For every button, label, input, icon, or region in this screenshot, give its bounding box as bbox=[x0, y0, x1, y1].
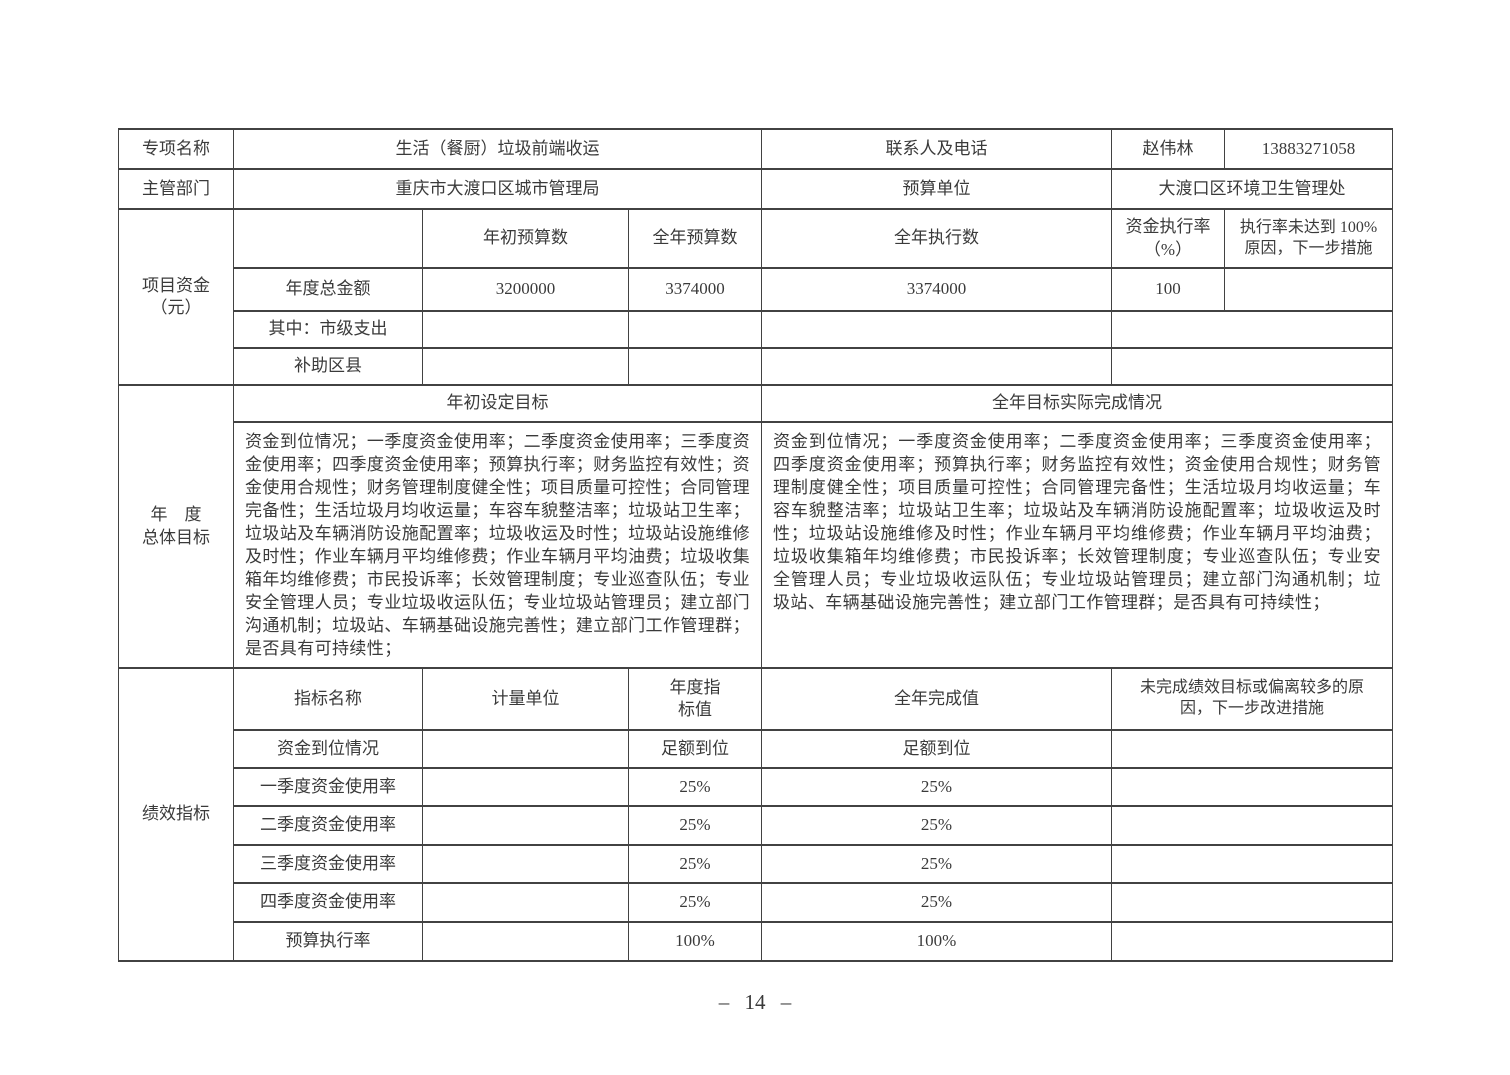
fund-initial bbox=[422, 310, 629, 349]
indicator-unit bbox=[422, 844, 629, 884]
indicator-name: 四季度资金使用率 bbox=[233, 882, 423, 923]
indicator-unit bbox=[422, 767, 629, 807]
fund-label: 补助区县 bbox=[233, 347, 423, 386]
row-funds-header: 项目资金 （元） 年初预算数 全年预算数 全年执行数 资金执行率 （%） 执行率… bbox=[118, 208, 1394, 386]
row-goals-text: 资金到位情况；一季度资金使用率；二季度资金使用率；三季度资金使用率；四季度资金使… bbox=[119, 421, 1394, 669]
indicator-unit bbox=[422, 805, 629, 846]
indicator-header-name: 指标名称 bbox=[233, 667, 423, 731]
indicator-row: 一季度资金使用率 25% 25% bbox=[119, 767, 1394, 807]
fund-annual bbox=[627, 347, 763, 386]
fund-row-total: 年度总金额 3200000 3374000 3374000 100 bbox=[119, 267, 1394, 312]
fund-initial: 3200000 bbox=[422, 267, 629, 312]
row-special-name: 专项名称 生活（餐厨）垃圾前端收运 联系人及电话 赵伟林 13883271058 bbox=[118, 128, 1394, 170]
goals-actual-header: 全年目标实际完成情况 bbox=[761, 384, 1394, 423]
goals-set-header: 年初设定目标 bbox=[232, 384, 763, 423]
indicator-completed: 足额到位 bbox=[761, 729, 1113, 769]
indicator-row: 预算执行率 100% 100% bbox=[119, 921, 1394, 962]
indicator-row: 三季度资金使用率 25% 25% bbox=[119, 844, 1394, 884]
fund-label: 年度总金额 bbox=[233, 267, 423, 312]
indicator-name: 资金到位情况 bbox=[233, 729, 423, 769]
contact-name: 赵伟林 bbox=[1111, 128, 1226, 170]
indicator-completed: 25% bbox=[761, 767, 1113, 807]
fund-annual: 3374000 bbox=[627, 267, 763, 312]
indicator-target: 足额到位 bbox=[627, 729, 763, 769]
indicator-target: 25% bbox=[627, 882, 763, 923]
fund-rate: 100 bbox=[1111, 267, 1226, 312]
fund-execution: 3374000 bbox=[761, 267, 1113, 312]
contact-label: 联系人及电话 bbox=[761, 128, 1113, 170]
goals-actual-text: 资金到位情况；一季度资金使用率；二季度资金使用率；三季度资金使用率；四季度资金使… bbox=[761, 421, 1394, 669]
indicator-header-unit: 计量单位 bbox=[422, 667, 629, 731]
indicator-reason bbox=[1111, 921, 1394, 962]
fund-label: 其中：市级支出 bbox=[233, 310, 423, 349]
indicator-row: 二季度资金使用率 25% 25% bbox=[119, 805, 1394, 846]
indicator-name: 二季度资金使用率 bbox=[233, 805, 423, 846]
indicator-row: 四季度资金使用率 25% 25% bbox=[119, 882, 1394, 923]
indicator-reason bbox=[1111, 729, 1394, 769]
fund-reason bbox=[1224, 267, 1394, 312]
indicator-completed: 100% bbox=[761, 921, 1113, 962]
funds-section-label: 项目资金 （元） bbox=[118, 208, 234, 386]
row-department: 主管部门 重庆市大渡口区城市管理局 预算单位 大渡口区环境卫生管理处 bbox=[118, 168, 1394, 210]
indicator-header-target: 年度指 标值 bbox=[627, 667, 763, 731]
indicators-section-label: 绩效指标 bbox=[118, 667, 234, 962]
indicator-completed: 25% bbox=[761, 882, 1113, 923]
indicator-name: 预算执行率 bbox=[233, 921, 423, 962]
special-name-value: 生活（餐厨）垃圾前端收运 bbox=[232, 128, 763, 170]
indicator-row: 资金到位情况 足额到位 足额到位 bbox=[119, 729, 1394, 769]
fund-execution bbox=[761, 310, 1113, 349]
fund-rate-reason bbox=[1111, 310, 1394, 349]
dept-label: 主管部门 bbox=[118, 168, 234, 210]
budget-unit-value: 大渡口区环境卫生管理处 bbox=[1111, 168, 1394, 210]
goals-set-text: 资金到位情况；一季度资金使用率；二季度资金使用率；三季度资金使用率；四季度资金使… bbox=[232, 421, 763, 669]
indicator-reason bbox=[1111, 844, 1394, 884]
contact-phone: 13883271058 bbox=[1224, 128, 1394, 170]
indicator-unit bbox=[422, 882, 629, 923]
fund-initial bbox=[422, 347, 629, 386]
indicator-completed: 25% bbox=[761, 805, 1113, 846]
indicator-header-reason: 未完成绩效目标或偏离较多的原 因，下一步改进措施 bbox=[1111, 667, 1394, 731]
indicator-target: 100% bbox=[627, 921, 763, 962]
fund-execution bbox=[761, 347, 1113, 386]
indicator-completed: 25% bbox=[761, 844, 1113, 884]
fund-annual bbox=[627, 310, 763, 349]
row-indicator-header: 绩效指标 指标名称 计量单位 年度指 标值 全年完成值 未完成绩效目标或偏离较多… bbox=[118, 667, 1394, 962]
funds-header-initial: 年初预算数 bbox=[422, 208, 629, 269]
indicator-target: 25% bbox=[627, 767, 763, 807]
goals-section-label: 年 度 总体目标 bbox=[118, 384, 234, 669]
funds-header-annual: 全年预算数 bbox=[627, 208, 763, 269]
indicator-reason bbox=[1111, 882, 1394, 923]
funds-header-blank bbox=[233, 208, 423, 269]
performance-table: 专项名称 生活（餐厨）垃圾前端收运 联系人及电话 赵伟林 13883271058… bbox=[118, 128, 1394, 962]
funds-header-rate: 资金执行率 （%） bbox=[1111, 208, 1226, 269]
indicator-name: 一季度资金使用率 bbox=[233, 767, 423, 807]
fund-row-city: 其中：市级支出 bbox=[119, 310, 1394, 349]
special-name-label: 专项名称 bbox=[118, 128, 234, 170]
fund-rate-reason bbox=[1111, 347, 1394, 386]
row-goals-header: 年 度 总体目标 年初设定目标 全年目标实际完成情况 bbox=[118, 384, 1394, 669]
page-number: – 14 – bbox=[718, 990, 792, 1014]
indicator-unit bbox=[422, 729, 629, 769]
funds-header-reason: 执行率未达到 100% 原因，下一步措施 bbox=[1224, 208, 1394, 269]
budget-unit-label: 预算单位 bbox=[761, 168, 1113, 210]
funds-header-execution: 全年执行数 bbox=[761, 208, 1113, 269]
indicator-unit bbox=[422, 921, 629, 962]
indicator-reason bbox=[1111, 767, 1394, 807]
indicator-name: 三季度资金使用率 bbox=[233, 844, 423, 884]
dept-value: 重庆市大渡口区城市管理局 bbox=[232, 168, 763, 210]
indicator-reason bbox=[1111, 805, 1394, 846]
indicator-header-completed: 全年完成值 bbox=[761, 667, 1113, 731]
indicator-target: 25% bbox=[627, 844, 763, 884]
indicator-target: 25% bbox=[627, 805, 763, 846]
fund-row-subsidy: 补助区县 bbox=[119, 347, 1394, 386]
